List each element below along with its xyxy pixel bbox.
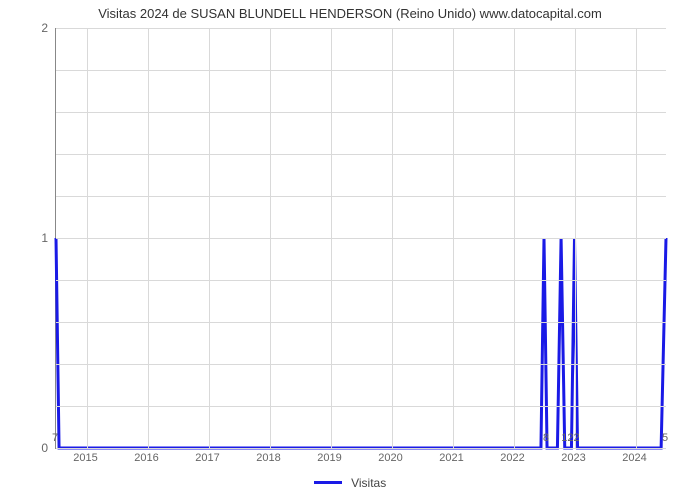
vgrid-line — [392, 28, 393, 448]
x-tick-label: 2022 — [500, 452, 524, 464]
x-tick-label: 2023 — [561, 452, 585, 464]
value-label: 8 — [543, 432, 549, 444]
vgrid-line — [148, 28, 149, 448]
vgrid-line — [514, 28, 515, 448]
x-tick-label: 2024 — [622, 452, 646, 464]
x-tick-label: 2015 — [73, 452, 97, 464]
vgrid-line — [453, 28, 454, 448]
x-tick-label: 2016 — [134, 452, 158, 464]
value-label: 122 — [561, 432, 579, 444]
plot-area — [55, 28, 666, 449]
vgrid-line — [209, 28, 210, 448]
vgrid-line — [331, 28, 332, 448]
y-tick-label: 1 — [8, 231, 48, 245]
x-tick-label: 2018 — [256, 452, 280, 464]
vgrid-line — [87, 28, 88, 448]
legend-label: Visitas — [351, 476, 386, 490]
y-tick-label: 2 — [8, 21, 48, 35]
vgrid-line — [636, 28, 637, 448]
x-tick-label: 2021 — [439, 452, 463, 464]
x-tick-label: 2017 — [195, 452, 219, 464]
chart-title: Visitas 2024 de SUSAN BLUNDELL HENDERSON… — [0, 0, 700, 21]
vgrid-line — [575, 28, 576, 448]
x-tick-label: 2019 — [317, 452, 341, 464]
y-tick-label: 0 — [8, 441, 48, 455]
hgrid-line — [56, 448, 666, 449]
value-label: 5 — [662, 432, 668, 444]
x-tick-label: 2020 — [378, 452, 402, 464]
legend: Visitas — [0, 475, 700, 490]
value-label: 7 — [52, 432, 58, 444]
legend-swatch — [314, 481, 342, 484]
vgrid-line — [270, 28, 271, 448]
